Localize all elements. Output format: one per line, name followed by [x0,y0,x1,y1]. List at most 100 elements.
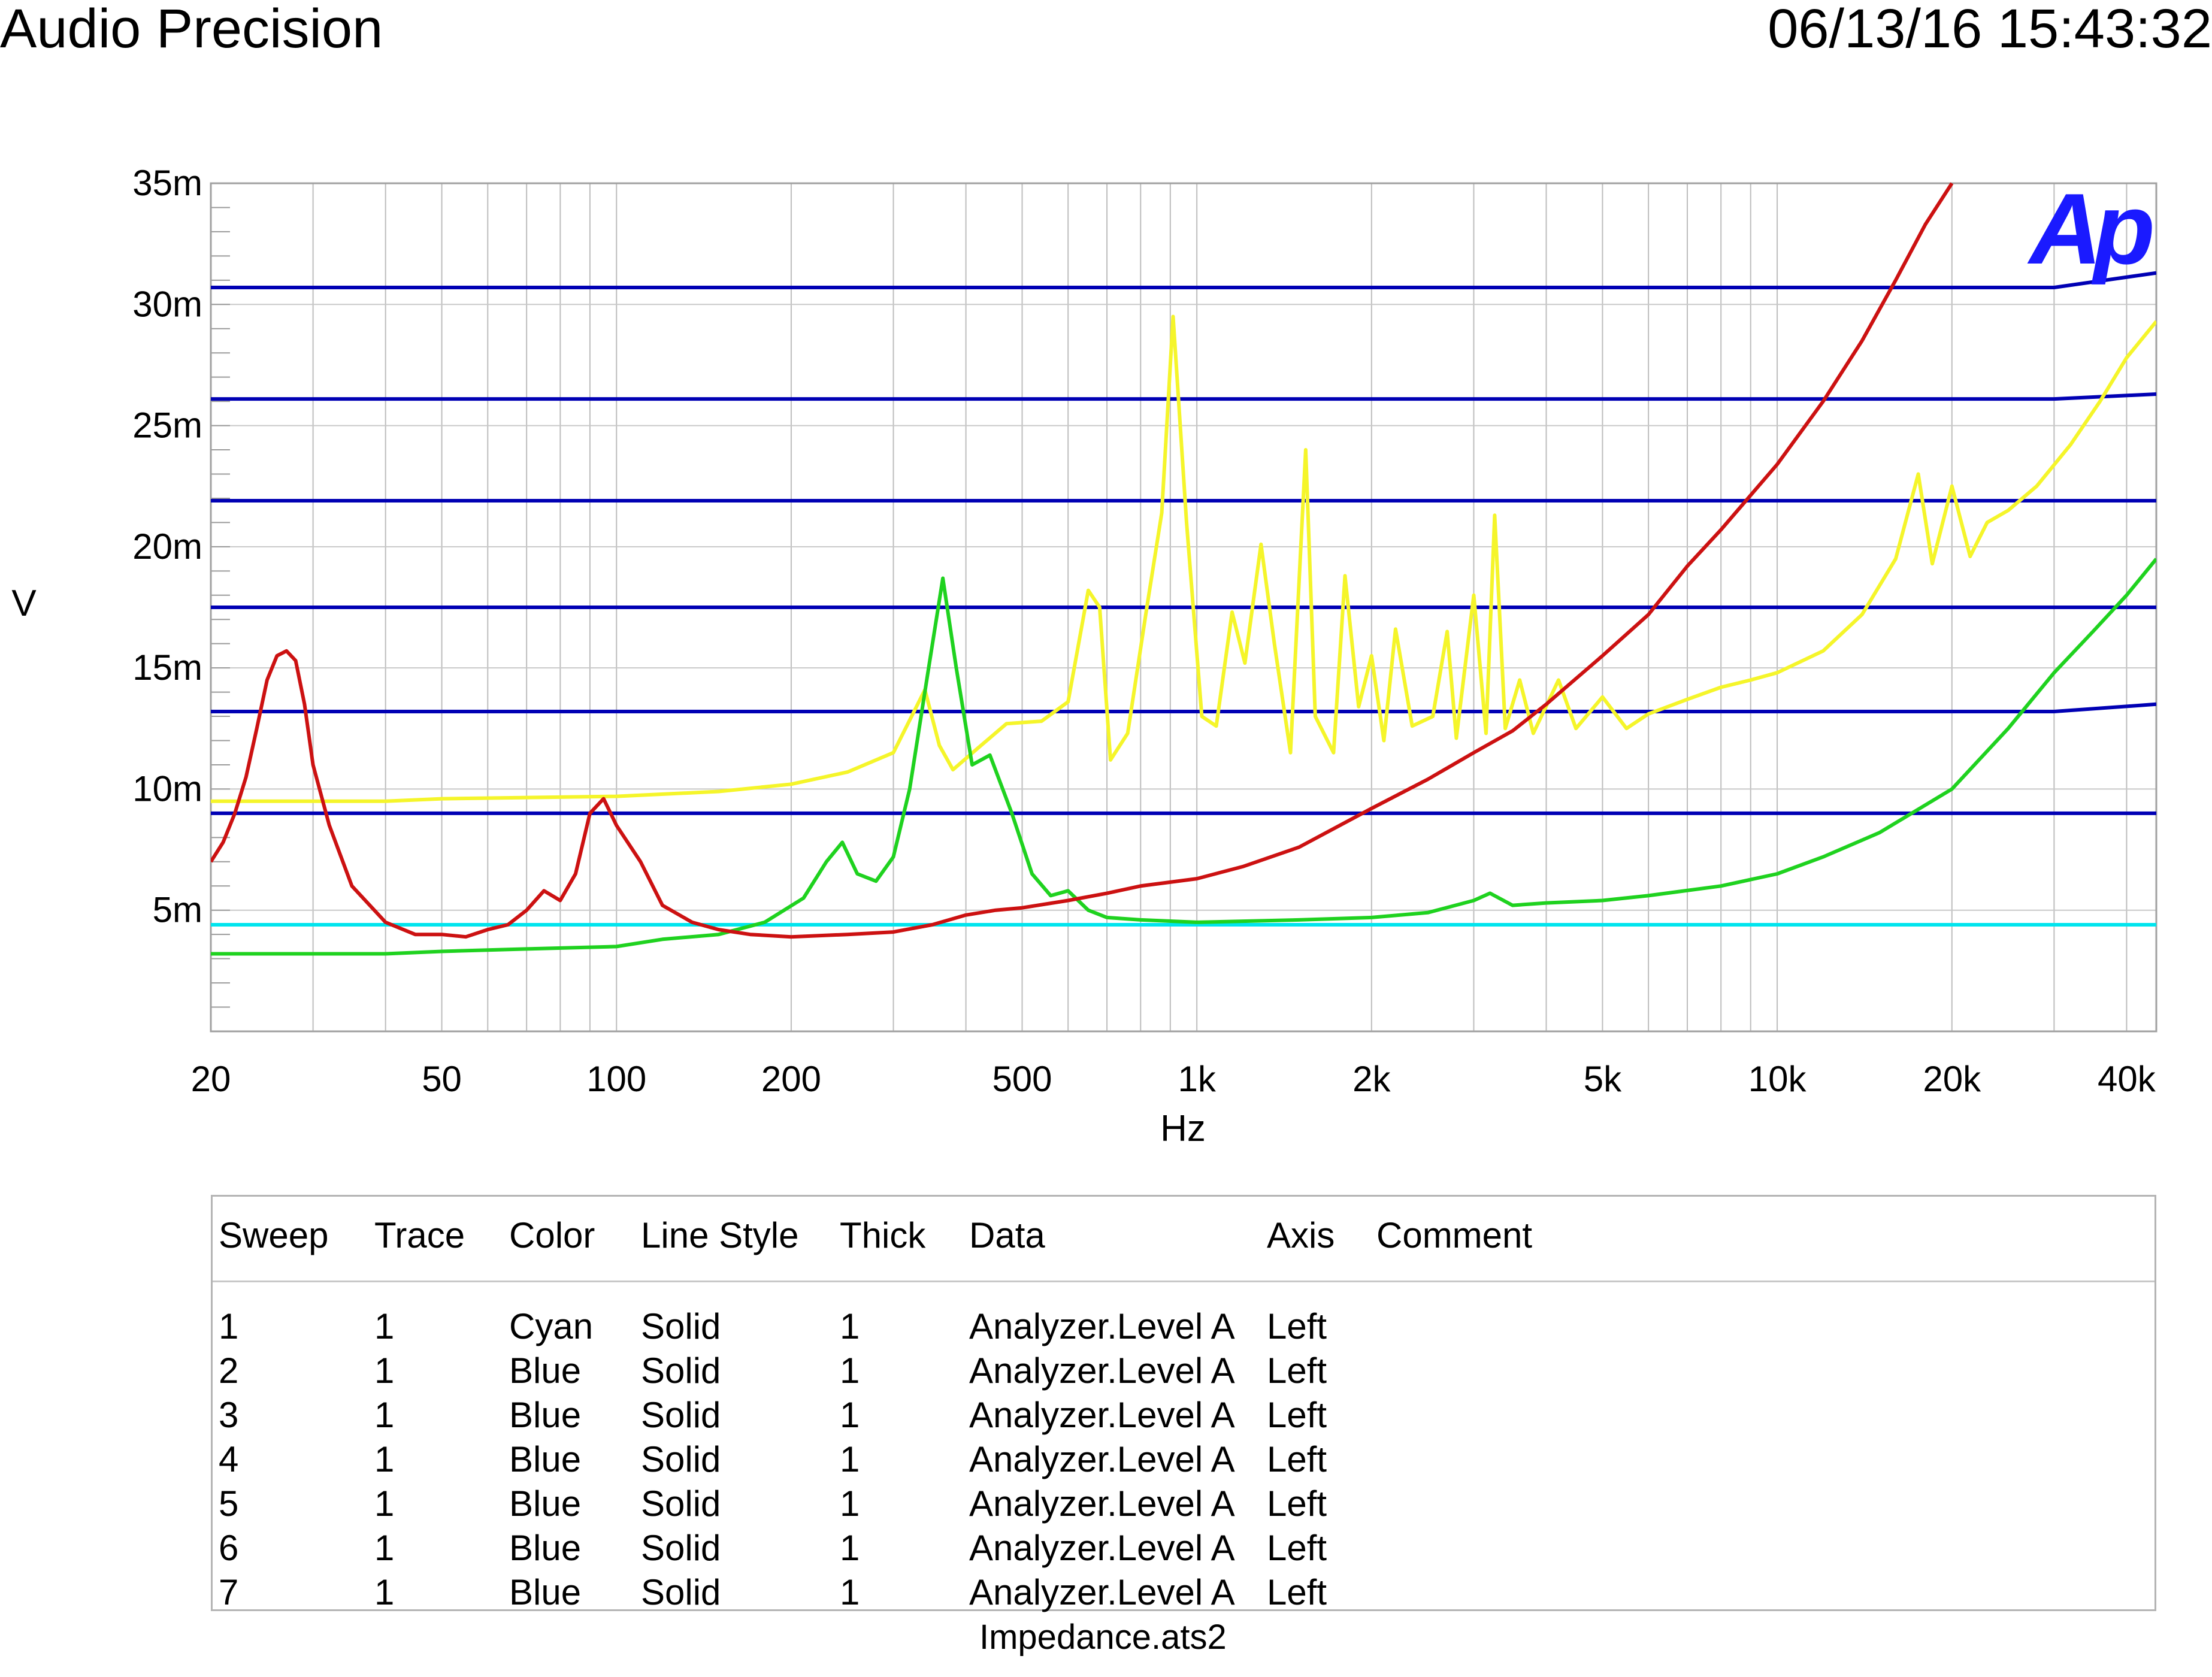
legend-header-comment: Comment [1376,1215,1533,1255]
x-tick-label: 200 [761,1059,821,1099]
legend-cell-axis: Left [1267,1439,1327,1479]
legend-cell-thick: 1 [840,1395,860,1435]
legend-row: 1 1 Cyan Solid 1 Analyzer.Level A Left [213,1304,2154,1348]
y-axis-label: V [11,583,37,624]
x-tick-label: 20 [191,1059,231,1099]
legend-cell-data: Analyzer.Level A [969,1439,1235,1479]
legend-cell-color: Cyan [509,1306,594,1346]
legend-cell-line-style: Solid [641,1439,721,1479]
legend-cell-trace: 1 [374,1484,395,1524]
series-layer [211,182,2156,956]
legend-cell-sweep: 1 [219,1306,239,1346]
footer-filename: Impedance.ats2 [979,1618,1227,1657]
legend-row: 4 1 Blue Solid 1 Analyzer.Level A Left [213,1437,2154,1481]
legend-cell-axis: Left [1267,1572,1327,1612]
x-tick-label: 20k [1923,1059,1981,1099]
legend-cell-line-style: Solid [641,1572,721,1612]
y-tick-label: 20m [132,526,202,567]
x-tick-label: 5k [1584,1059,1622,1099]
series-line-9 [211,558,2156,956]
legend-cell-data: Analyzer.Level A [969,1484,1235,1524]
legend-cell-sweep: 7 [219,1572,239,1612]
legend-cell-line-style: Solid [641,1484,721,1524]
legend-row: 2 1 Blue Solid 1 Analyzer.Level A Left [213,1349,2154,1393]
legend-row: 5 1 Blue Solid 1 Analyzer.Level A Left [213,1482,2154,1525]
series-line-7 [211,271,2156,289]
legend-cell-thick: 1 [840,1439,860,1479]
legend-cell-trace: 1 [374,1395,395,1435]
y-tick-label: 30m [132,284,202,324]
legend-row: 6 1 Blue Solid 1 Analyzer.Level A Left [213,1526,2154,1570]
legend-cell-thick: 1 [840,1306,860,1346]
legend-header-trace: Trace [374,1215,465,1255]
y-tick-label: 5m [153,890,202,930]
legend-cell-trace: 1 [374,1306,395,1346]
legend-cell-trace: 1 [374,1439,395,1479]
legend-cell-axis: Left [1267,1351,1327,1391]
legend-cell-sweep: 3 [219,1395,239,1435]
ap-logo: Ap [2029,172,2155,285]
legend-cell-color: Blue [509,1484,582,1524]
legend-divider [213,1281,2154,1282]
legend-cell-trace: 1 [374,1351,395,1391]
legend-cell-color: Blue [509,1528,582,1568]
legend-cell-sweep: 6 [219,1528,239,1568]
legend-header-row: Sweep Trace Color Line Style Thick Data … [213,1213,2154,1257]
app-title: Audio Precision [0,0,383,59]
legend-cell-line-style: Solid [641,1528,721,1568]
legend-cell-axis: Left [1267,1528,1327,1568]
x-tick-label: 50 [422,1059,462,1099]
legend-header-data: Data [969,1215,1045,1255]
legend-header-thick: Thick [840,1215,926,1255]
tick-label-layer: 20 50 100 200 500 1k 2k 5k 10k 20k 40k 5m 10m 15m 20m 2… [132,163,2156,1099]
y-tick-label: 35m [132,163,202,203]
legend-header-sweep: Sweep [219,1215,329,1255]
legend-cell-data: Analyzer.Level A [969,1306,1235,1346]
legend-cell-color: Blue [509,1439,582,1479]
series-line-3 [211,702,2156,713]
timestamp: 06/13/16 15:43:32 [1768,0,2212,59]
legend-cell-line-style: Solid [641,1395,721,1435]
series-line-6 [211,392,2156,401]
legend-cell-trace: 1 [374,1572,395,1612]
legend-cell-data: Analyzer.Level A [969,1528,1235,1568]
legend-cell-data: Analyzer.Level A [969,1351,1235,1391]
x-tick-label: 1k [1178,1059,1216,1099]
x-tick-label: 500 [992,1059,1052,1099]
legend-cell-data: Analyzer.Level A [969,1572,1235,1612]
legend-cell-axis: Left [1267,1395,1327,1435]
legend-cell-sweep: 5 [219,1484,239,1524]
legend-header-axis: Axis [1267,1215,1335,1255]
legend-cell-line-style: Solid [641,1351,721,1391]
legend-cell-axis: Left [1267,1306,1327,1346]
x-axis-label: Hz [1160,1108,1206,1149]
y-tick-label: 15m [132,647,202,688]
legend-cell-trace: 1 [374,1528,395,1568]
legend-header-color: Color [509,1215,595,1255]
legend-cell-color: Blue [509,1351,582,1391]
legend-row: 3 1 Blue Solid 1 Analyzer.Level A Left [213,1393,2154,1437]
legend-cell-thick: 1 [840,1528,860,1568]
legend-cell-data: Analyzer.Level A [969,1395,1235,1435]
legend-cell-thick: 1 [840,1351,860,1391]
legend-cell-sweep: 4 [219,1439,239,1479]
x-tick-label: 2k [1352,1059,1391,1099]
x-tick-label: 10k [1748,1059,1807,1099]
x-tick-label: 40k [2098,1059,2156,1099]
y-tick-label: 25m [132,405,202,446]
legend-cell-thick: 1 [840,1572,860,1612]
series-line-8 [211,314,2156,803]
legend-cell-thick: 1 [840,1484,860,1524]
legend-row: 7 1 Blue Solid 1 Analyzer.Level A Left [213,1570,2154,1614]
legend-cell-line-style: Solid [641,1306,721,1346]
legend-cell-color: Blue [509,1572,582,1612]
legend-table: Sweep Trace Color Line Style Thick Data … [211,1195,2156,1614]
legend-cell-color: Blue [509,1395,582,1435]
x-tick-label: 100 [586,1059,646,1099]
series-line-10 [211,182,1954,939]
y-tick-label: 10m [132,768,202,809]
legend-header-line-style: Line Style [641,1215,799,1255]
legend-cell-axis: Left [1267,1484,1327,1524]
legend-cell-sweep: 2 [219,1351,239,1391]
